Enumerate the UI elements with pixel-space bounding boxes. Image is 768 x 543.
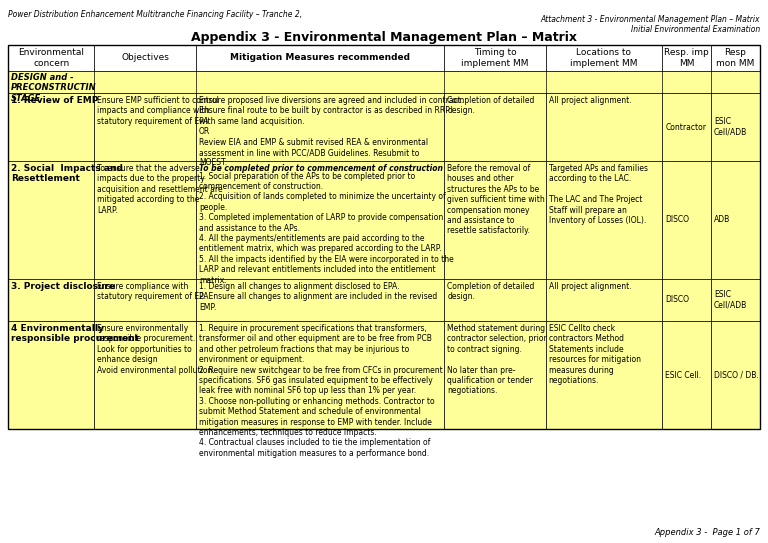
Bar (662, 93, 711, 161)
Bar (8, 321, 94, 429)
Text: Contractor: Contractor (665, 123, 707, 131)
Text: Targeted APs and families
according to the LAC.

The LAC and The Project
Staff w: Targeted APs and families according to t… (548, 164, 647, 225)
Text: ADB: ADB (714, 216, 730, 224)
Bar (662, 161, 711, 279)
Bar (196, 93, 444, 161)
Text: ESIC Cellto check
contractors Method
Statements include
resources for mitigation: ESIC Cellto check contractors Method Sta… (548, 324, 641, 385)
Text: Completion of detailed
design.: Completion of detailed design. (447, 96, 535, 116)
Text: DISCO: DISCO (665, 295, 689, 305)
Text: 1. Review of EMP: 1. Review of EMP (11, 96, 98, 105)
Text: Locations to
implement MM: Locations to implement MM (570, 48, 637, 68)
Bar (8, 45, 760, 429)
Bar (444, 93, 546, 161)
Bar (94, 161, 196, 279)
Text: Completion of detailed
design.: Completion of detailed design. (447, 282, 535, 301)
Text: DISCO / DB.: DISCO / DB. (714, 370, 759, 380)
Bar (711, 279, 760, 321)
Text: ESIC
Cell/ADB: ESIC Cell/ADB (714, 117, 747, 137)
Text: Mitigation Measures recommended: Mitigation Measures recommended (230, 54, 410, 62)
Text: Appendix 3 - Environmental Management Plan – Matrix: Appendix 3 - Environmental Management Pl… (191, 31, 577, 44)
Bar (444, 161, 546, 279)
Text: Appendix 3 -  Page 1 of 7: Appendix 3 - Page 1 of 7 (654, 528, 760, 537)
Bar (8, 279, 94, 321)
Bar (546, 45, 662, 71)
Bar (662, 45, 711, 71)
Text: Power Distribution Enhancement Multitranche Financing Facility – Tranche 2,: Power Distribution Enhancement Multitran… (8, 10, 302, 19)
Text: DESIGN and -
PRECONSTRUCTIN
STAGE: DESIGN and - PRECONSTRUCTIN STAGE (11, 73, 97, 103)
Bar (546, 321, 662, 429)
Text: Resp
mon MM: Resp mon MM (717, 48, 755, 68)
Bar (444, 45, 546, 71)
Text: Ensure proposed live diversions are agreed and included in contract.
Ensure fina: Ensure proposed live diversions are agre… (199, 96, 463, 167)
Bar (8, 161, 94, 279)
Text: Objectives: Objectives (121, 54, 169, 62)
Text: 1. Require in procurement specifications that transformers,
transformer oil and : 1. Require in procurement specifications… (199, 324, 442, 458)
Bar (94, 321, 196, 429)
Bar (196, 321, 444, 429)
Text: Ensure environmentally
responsible procurement.
Look for opportunities to
enhanc: Ensure environmentally responsible procu… (98, 324, 215, 375)
Text: Ensure compliance with
statutory requirement of EPA: Ensure compliance with statutory require… (98, 282, 209, 301)
Text: Ensure EMP sufficient to control
impacts and compliance with
statutory requireme: Ensure EMP sufficient to control impacts… (98, 96, 220, 126)
Bar (94, 45, 196, 71)
Bar (662, 321, 711, 429)
Bar (546, 161, 662, 279)
Bar (711, 93, 760, 161)
Bar (546, 93, 662, 161)
Bar (8, 45, 94, 71)
Text: All project alignment.: All project alignment. (548, 282, 631, 291)
Bar (711, 45, 760, 71)
Bar (94, 93, 196, 161)
Text: 1. Social preparation of the APs to be completed prior to
commencement of constr: 1. Social preparation of the APs to be c… (199, 172, 454, 285)
Bar (8, 93, 94, 161)
Text: To be completed prior to commencement of construction: To be completed prior to commencement of… (199, 164, 443, 173)
Text: 3. Project disclosure: 3. Project disclosure (11, 282, 115, 291)
Bar (711, 161, 760, 279)
Text: Environmental
concern: Environmental concern (18, 48, 84, 68)
Text: Attachment 3 - Environmental Management Plan – Matrix
Initial Environmental Exam: Attachment 3 - Environmental Management … (541, 15, 760, 34)
Bar (444, 279, 546, 321)
Bar (196, 161, 444, 279)
Text: DISCO: DISCO (665, 216, 689, 224)
Text: 4 Environmentally
responsible procurement: 4 Environmentally responsible procuremen… (11, 324, 139, 343)
Bar (444, 321, 546, 429)
Text: Timing to
implement MM: Timing to implement MM (461, 48, 528, 68)
Bar (711, 321, 760, 429)
Text: To ensure that the adverse
impacts due to the property
acquisition and resettlem: To ensure that the adverse impacts due t… (98, 164, 223, 214)
Text: Method statement during
contractor selection, prior
to contract signing.

No lat: Method statement during contractor selec… (447, 324, 547, 395)
Text: 2. Social  Impacts and
Resettlement: 2. Social Impacts and Resettlement (11, 164, 123, 184)
Bar (196, 279, 444, 321)
Text: ESIC
Cell/ADB: ESIC Cell/ADB (714, 291, 747, 310)
Bar (196, 45, 444, 71)
Bar (8, 71, 760, 93)
Text: Resp. imp
MM: Resp. imp MM (664, 48, 709, 68)
Bar (546, 279, 662, 321)
Text: All project alignment.: All project alignment. (548, 96, 631, 105)
Text: ESIC Cell.: ESIC Cell. (665, 370, 701, 380)
Bar (94, 279, 196, 321)
Text: Before the removal of
houses and other
structures the APs to be
given sufficient: Before the removal of houses and other s… (447, 164, 545, 236)
Text: 1. Design all changes to alignment disclosed to EPA.
2. Ensure all changes to al: 1. Design all changes to alignment discl… (199, 282, 437, 312)
Bar (662, 279, 711, 321)
